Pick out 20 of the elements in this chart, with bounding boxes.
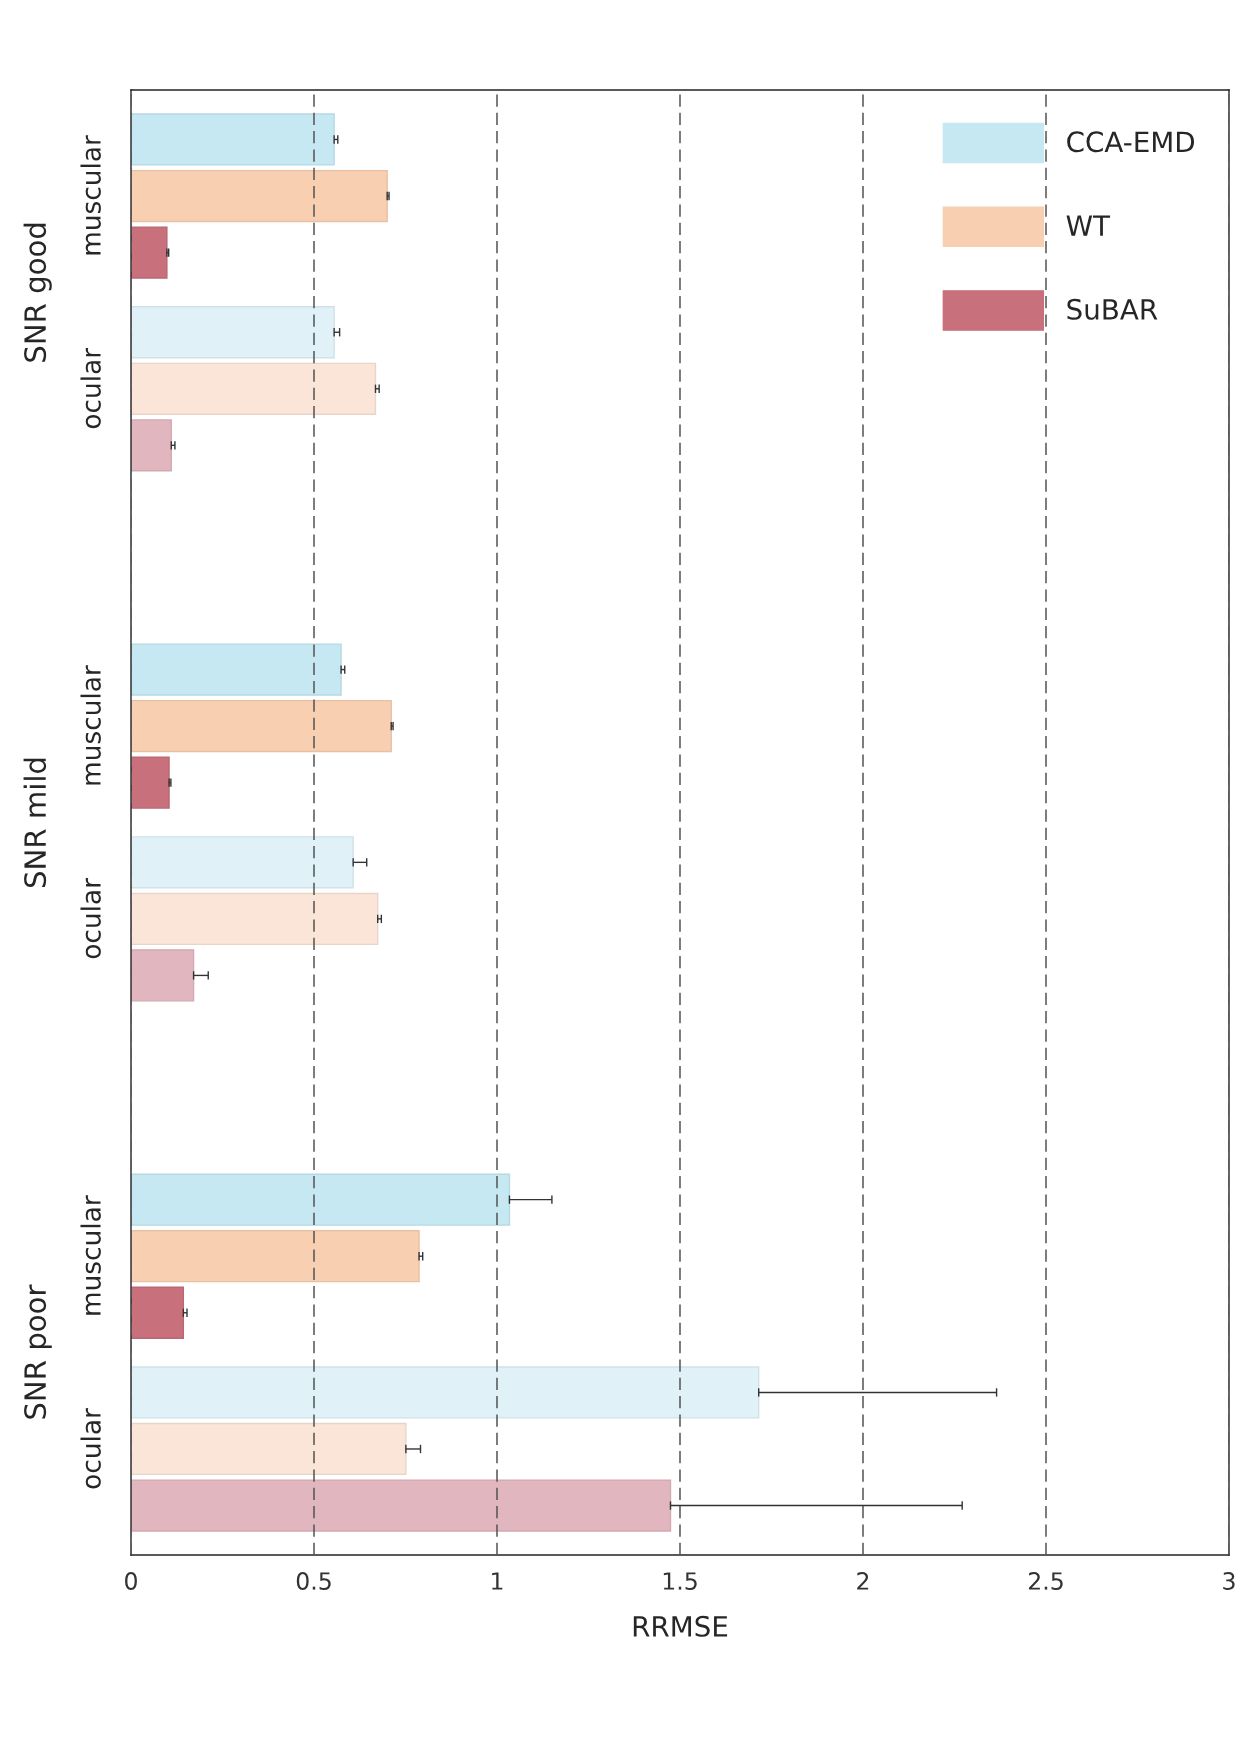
legend-label: SuBAR <box>1067 298 1158 320</box>
x-tick-label: 1.5 <box>663 1572 697 1590</box>
x-tick-label: 3 <box>1223 1572 1235 1590</box>
text: SNR poor <box>24 1284 52 1419</box>
x-tick-label: 2.5 <box>1028 1572 1063 1590</box>
x-axis-title: RRMSE <box>633 1615 728 1637</box>
y-tick-label: ocular <box>80 347 101 429</box>
text: SNR mild <box>23 758 47 888</box>
text: SNR good <box>23 223 52 362</box>
y-tick-label: ocular <box>80 1408 101 1489</box>
x-tick-label: 2 <box>857 1572 869 1590</box>
legend-label: WT <box>1066 215 1111 236</box>
y-tick-label: ocular <box>80 878 101 959</box>
y-tick-label: muscular <box>80 665 101 785</box>
x-tick-label: 1 <box>492 1572 503 1590</box>
x-tick-label: 0 <box>125 1572 137 1590</box>
x-tick-label: 0.5 <box>296 1572 331 1590</box>
legend-label: CCA-EMD <box>1067 131 1195 153</box>
y-tick-label: muscular <box>80 135 101 255</box>
y-tick-label: muscular <box>80 1195 101 1315</box>
